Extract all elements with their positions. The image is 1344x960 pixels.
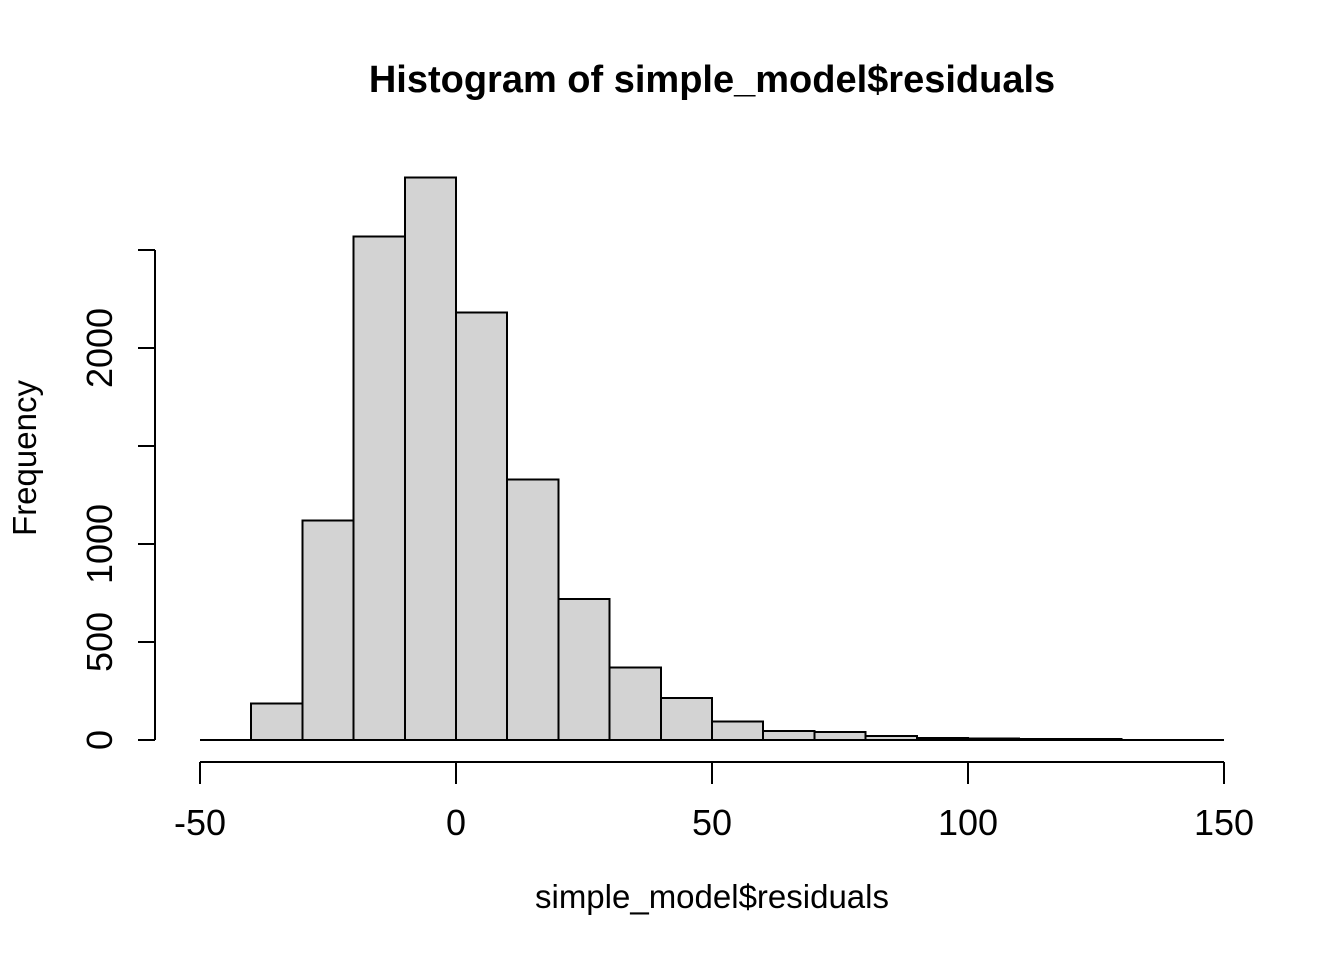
histogram-bar [915,737,969,741]
histogram-bar [403,176,457,741]
axes-group: -50 0 50 100 150 0 500 1000 2000 [79,249,1254,843]
x-axis-tick-label: 100 [938,802,998,843]
x-axis-tick-label: 50 [692,802,732,843]
histogram-bar [608,666,662,741]
histogram-bar [864,735,918,741]
histogram-bar [455,311,509,741]
histogram-bar [762,730,816,742]
histogram-bar [506,478,560,741]
histogram-bar [711,720,765,742]
bars-group [200,176,1224,742]
y-axis-label: Frequency [6,380,43,536]
y-axis-tick-label: 2000 [79,308,120,388]
histogram-bar [352,235,406,742]
histogram-bar [967,737,1021,742]
x-axis-label: simple_model$residuals [534,878,889,915]
x-axis-tick-label: 150 [1194,802,1254,843]
chart-title: Histogram of simple_model$residuals [368,59,1056,101]
histogram-bar [813,731,867,742]
histogram-bar [557,597,611,742]
histogram-bar [301,519,355,741]
y-axis-tick-label: 1000 [79,504,120,584]
y-axis-tick-label: 0 [79,730,120,750]
histogram-bar [659,696,713,742]
histogram-bar [1018,737,1072,741]
y-axis-tick-label: 500 [79,612,120,672]
x-axis-tick-label: -50 [174,802,226,843]
x-axis-tick-label: 0 [446,802,466,843]
histogram-bar [1069,738,1123,741]
histogram-bar [250,702,304,742]
